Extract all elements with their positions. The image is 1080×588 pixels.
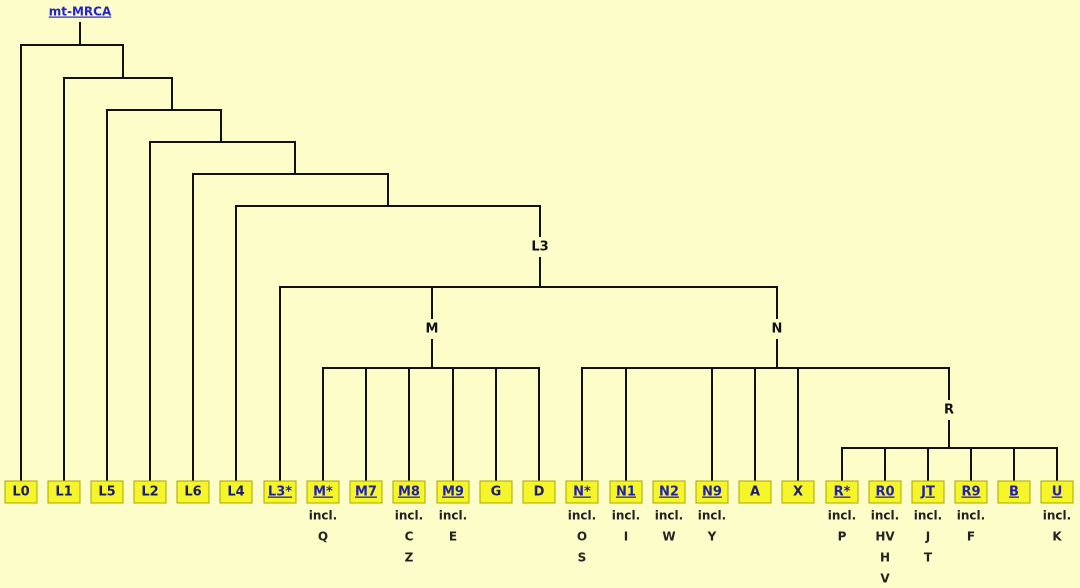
tree-lines xyxy=(20,22,1058,481)
leaf-label[interactable]: U xyxy=(1052,485,1063,500)
leaf-label[interactable]: R* xyxy=(834,485,851,500)
leaf-note: Y xyxy=(707,530,717,544)
leaf-box xyxy=(90,480,124,504)
leaf-note: V xyxy=(880,572,890,586)
leaf-note: P xyxy=(838,530,847,544)
leaf-box xyxy=(997,480,1031,504)
leaf-label[interactable]: JT xyxy=(920,485,935,500)
leaf-box xyxy=(825,480,859,504)
leaf-note: incl. xyxy=(655,509,683,523)
leaf-label: L5 xyxy=(98,485,115,500)
leaf-label[interactable]: N2 xyxy=(659,485,679,500)
leaf-label[interactable]: R0 xyxy=(875,485,894,500)
clade-label-bg xyxy=(937,400,961,420)
leaf-box xyxy=(306,480,340,504)
leaf-box xyxy=(47,480,81,504)
leaf-note: K xyxy=(1052,530,1062,544)
leaf-box xyxy=(738,480,772,504)
leaf-label: D xyxy=(534,485,545,500)
leaf-note: C xyxy=(405,530,414,544)
leaf-box xyxy=(219,480,253,504)
leaf-note: O xyxy=(577,530,587,544)
clade-label: M xyxy=(426,322,439,337)
leaf-box xyxy=(176,480,210,504)
leaf-box xyxy=(911,480,945,504)
leaf-note: incl. xyxy=(568,509,596,523)
leaf-box xyxy=(954,480,988,504)
leaf-box xyxy=(436,480,470,504)
root-label[interactable]: mt-MRCA xyxy=(49,5,112,19)
leaf-label[interactable]: M8 xyxy=(398,485,420,500)
leaf-label[interactable]: R9 xyxy=(961,485,980,500)
leaf-note: E xyxy=(449,530,457,544)
leaf-box xyxy=(392,480,426,504)
leaf-box xyxy=(263,480,297,504)
leaf-box xyxy=(4,480,38,504)
leaf-note: Q xyxy=(318,530,328,544)
leaf-label[interactable]: M9 xyxy=(442,485,464,500)
leaf-box xyxy=(652,480,686,504)
leaf-note: incl. xyxy=(395,509,423,523)
leaf-label[interactable]: N1 xyxy=(616,485,636,500)
leaf-label[interactable]: B xyxy=(1009,485,1019,500)
leaf-box xyxy=(133,480,167,504)
leaf-box xyxy=(1040,480,1074,504)
leaf-box xyxy=(695,480,729,504)
leaf-label: A xyxy=(750,485,760,500)
leaf-label[interactable]: L3* xyxy=(268,485,292,500)
leaf-note: W xyxy=(662,530,675,544)
leaf-note: F xyxy=(967,530,975,544)
leaf-note: J xyxy=(925,530,930,544)
leaf-label: L4 xyxy=(227,485,244,500)
leaf-label[interactable]: N* xyxy=(573,485,591,500)
leaf-label: L1 xyxy=(55,485,72,500)
leaf-note: HV xyxy=(875,530,895,544)
leaf-box xyxy=(349,480,383,504)
leaf-note: incl. xyxy=(698,509,726,523)
leaf-note: incl. xyxy=(439,509,467,523)
leaf-note: incl. xyxy=(957,509,985,523)
leaf-box xyxy=(609,480,643,504)
leaf-label: L2 xyxy=(141,485,158,500)
clade-label-bg xyxy=(528,237,552,257)
leaf-label: G xyxy=(491,485,502,500)
leaf-label: L0 xyxy=(12,485,29,500)
leaf-label[interactable]: N9 xyxy=(702,485,722,500)
clade-label: L3 xyxy=(531,240,548,255)
leaf-note: S xyxy=(578,551,587,565)
clade-label-bg xyxy=(765,319,789,339)
leaf-note: T xyxy=(924,551,933,565)
leaf-note: Z xyxy=(405,551,414,565)
clade-label-bg xyxy=(420,319,444,339)
leaf-box xyxy=(479,480,513,504)
leaf-note: incl. xyxy=(1043,509,1071,523)
leaf-note: H xyxy=(880,551,890,565)
leaf-note: incl. xyxy=(871,509,899,523)
leaf-note: incl. xyxy=(914,509,942,523)
leaf-box xyxy=(781,480,815,504)
leaf-note: incl. xyxy=(612,509,640,523)
leaf-note: incl. xyxy=(828,509,856,523)
clade-label: R xyxy=(944,403,954,418)
leaf-note: I xyxy=(624,530,628,544)
leaf-box xyxy=(565,480,599,504)
clade-label: N xyxy=(772,322,783,337)
leaf-label: L6 xyxy=(184,485,201,500)
leaf-label: X xyxy=(793,485,803,500)
leaf-box xyxy=(522,480,556,504)
leaf-label[interactable]: M* xyxy=(313,485,333,500)
leaf-note: incl. xyxy=(309,509,337,523)
leaf-label[interactable]: M7 xyxy=(355,485,377,500)
leaf-box xyxy=(868,480,902,504)
